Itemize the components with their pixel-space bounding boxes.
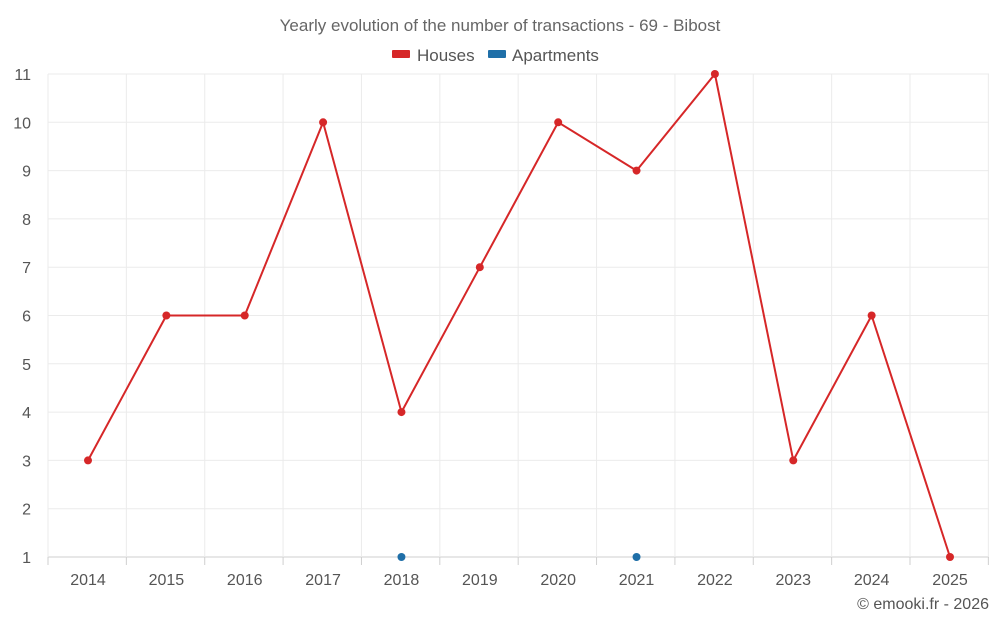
data-point-houses[interactable] [554, 118, 563, 127]
x-tick-label: 2016 [227, 572, 263, 589]
legend-swatch-houses [392, 50, 410, 58]
data-point-houses[interactable] [397, 408, 406, 417]
x-tick-label: 2015 [149, 572, 185, 589]
x-tick-label: 2017 [305, 572, 341, 589]
data-point-apartments[interactable] [632, 553, 641, 561]
data-point-houses[interactable] [84, 456, 92, 465]
y-axis-ticks: 1 2 3 4 5 6 7 8 9 10 11 [13, 67, 31, 567]
legend-label-apartments: Apartments [512, 46, 599, 65]
data-point-houses[interactable] [475, 263, 484, 272]
y-tick-label: 6 [22, 309, 31, 326]
legend-label-houses: Houses [417, 46, 475, 65]
y-tick-label: 2 [22, 502, 31, 519]
data-point-houses[interactable] [946, 553, 954, 561]
x-tick-label: 2025 [932, 572, 968, 589]
x-tick-label: 2021 [619, 572, 655, 589]
y-tick-label: 8 [22, 212, 31, 229]
data-point-houses[interactable] [710, 70, 719, 78]
y-tick-label: 4 [22, 405, 31, 422]
y-tick-label: 9 [22, 164, 31, 181]
series-line-houses [87, 73, 951, 558]
series-houses [84, 70, 954, 561]
x-tick-label: 2023 [775, 572, 811, 589]
y-tick-label: 11 [14, 67, 31, 84]
y-tick-label: 10 [13, 115, 31, 132]
x-tick-label: 2022 [697, 572, 733, 589]
data-point-houses[interactable] [162, 311, 171, 320]
data-point-houses[interactable] [240, 311, 249, 320]
legend-item-houses[interactable]: Houses [392, 46, 475, 65]
credit-text: © emooki.fr - 2026 [857, 596, 989, 613]
x-tick-label: 2018 [384, 572, 420, 589]
y-tick-label: 5 [22, 357, 31, 374]
series [84, 70, 954, 561]
legend-swatch-apartments [488, 50, 506, 58]
y-tick-label: 3 [22, 453, 31, 470]
data-point-houses[interactable] [319, 118, 328, 127]
x-tick-label: 2020 [540, 572, 576, 589]
series-apartments [397, 553, 641, 561]
data-point-houses[interactable] [632, 166, 641, 175]
x-tick-label: 2014 [70, 572, 106, 589]
data-point-houses[interactable] [867, 311, 876, 320]
data-point-apartments[interactable] [397, 553, 406, 561]
legend-item-apartments[interactable]: Apartments [488, 46, 599, 65]
x-tick-label: 2019 [462, 572, 498, 589]
x-tick-label: 2024 [854, 572, 890, 589]
y-tick-label: 7 [22, 260, 31, 277]
legend: Houses Apartments [392, 46, 599, 65]
x-axis-ticks: 2014 2015 2016 2017 2018 2019 2020 2021 2022 2023… [47, 557, 989, 589]
data-point-houses[interactable] [789, 456, 798, 465]
chart-title: Yearly evolution of the number of transa… [280, 16, 721, 35]
y-tick-label: 1 [22, 550, 31, 567]
